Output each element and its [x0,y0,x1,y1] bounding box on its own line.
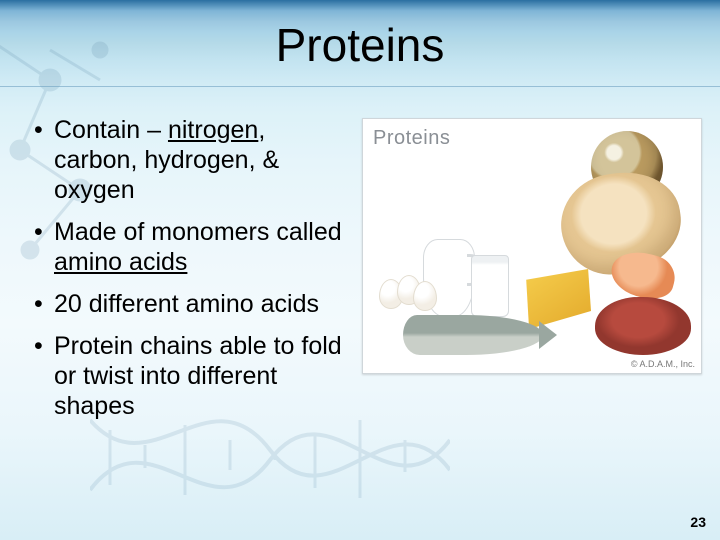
proteins-image: Proteins © A.D.A.M., Inc. [362,118,702,374]
page-number: 23 [690,514,706,530]
bullet-1-underline: nitrogen [168,116,258,144]
cheese-wedge-icon [519,269,591,329]
milk-glass-icon [471,255,509,317]
bullet-2: Made of monomers called amino acids [32,217,352,277]
steak-icon [595,297,691,355]
slide: Proteins Contain – nitrogen, carbon, hyd… [0,0,720,540]
bullet-4: Protein chains able to fold or twist int… [32,331,352,421]
bullet-3: 20 different amino acids [32,289,352,319]
bullet-2-pre: Made of monomers called [54,218,342,246]
bullet-2-underline: amino acids [54,248,187,276]
title-divider [0,86,720,87]
bullet-1-pre: Contain – [54,116,168,144]
bullet-list: Contain – nitrogen, carbon, hydrogen, & … [32,115,352,433]
bullet-3-pre: 20 different amino acids [54,290,319,318]
bullet-4-pre: Protein chains able to fold or twist int… [54,332,342,420]
image-label: Proteins [373,127,450,150]
image-credit: © A.D.A.M., Inc. [631,359,695,369]
bullet-1: Contain – nitrogen, carbon, hydrogen, & … [32,115,352,205]
eggs-icon [379,275,439,309]
slide-title: Proteins [0,18,720,72]
fish-icon [403,315,543,355]
